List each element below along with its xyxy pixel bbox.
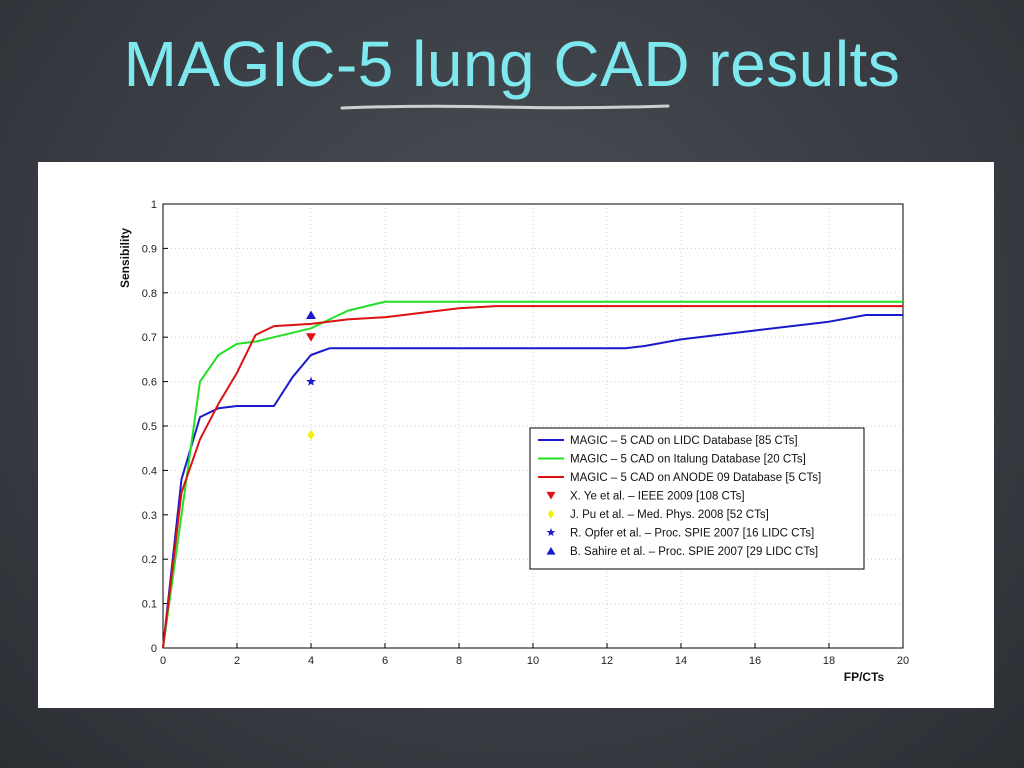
legend-entry-5: R. Opfer et al. – Proc. SPIE 2007 [16 LI… (570, 528, 814, 540)
series-line-0 (162, 314, 903, 649)
data-point-5 (306, 376, 316, 386)
x-tick-label: 0 (160, 655, 166, 667)
x-tick-label: 4 (308, 655, 314, 667)
legend-swatch-6 (546, 546, 556, 555)
x-tick-label: 20 (897, 655, 909, 667)
legend-entry-6: B. Sahire et al. – Proc. SPIE 2007 [29 L… (570, 546, 818, 558)
y-tick-label: 1 (151, 199, 157, 211)
legend-swatch-3 (546, 491, 556, 500)
x-tick-label: 12 (601, 655, 613, 667)
x-tick-label: 18 (823, 655, 835, 667)
data-point-6 (306, 310, 316, 319)
legend-entry-1: MAGIC – 5 CAD on Italung Database [20 CT… (570, 454, 806, 466)
data-point-3 (306, 333, 316, 342)
title-underline (340, 104, 670, 110)
legend-swatch-4 (547, 509, 555, 519)
legend-entry-2: MAGIC – 5 CAD on ANODE 09 Database [5 CT… (570, 472, 821, 484)
x-axis-label: FP/CTs (844, 670, 885, 684)
x-tick-label: 14 (675, 655, 687, 667)
legend-entry-3: X. Ye et al. – IEEE 2009 [108 CTs] (570, 491, 745, 503)
chart: 0 2 4 6 8 10 12 14 16 18 20 0 0.1 0.2 0.3 0.4 0.5 0.6 0.7 0… (118, 199, 909, 684)
y-tick-label: 0.7 (142, 332, 157, 344)
y-tick-label: 0.9 (142, 243, 157, 255)
legend-entry-0: MAGIC – 5 CAD on LIDC Database [85 CTs] (570, 435, 798, 447)
y-tick-label: 0.8 (142, 288, 157, 300)
x-tick-label: 2 (234, 655, 240, 667)
x-tick-label: 10 (527, 655, 539, 667)
y-tick-label: 0.5 (142, 421, 157, 433)
y-tick-label: 0.3 (142, 510, 157, 522)
slide-title: MAGIC-5 lung CAD results (123, 28, 901, 100)
y-axis-label: Sensibility (118, 228, 132, 288)
y-tick-label: 0.4 (142, 465, 157, 477)
x-tick-label: 8 (456, 655, 462, 667)
series-line-1 (162, 300, 903, 649)
y-tick-label: 0.2 (142, 554, 157, 566)
y-tick-label: 0.6 (142, 377, 157, 389)
legend-swatch-5 (546, 528, 556, 537)
chart-panel: 0 2 4 6 8 10 12 14 16 18 20 0 0.1 0.2 0.3 0.4 0.5 0.6 0.7 0… (38, 162, 994, 708)
legend-entry-4: J. Pu et al. – Med. Phys. 2008 [52 CTs] (570, 509, 769, 521)
legend-box (529, 427, 865, 570)
series-line-2 (162, 305, 903, 649)
data-point-4 (307, 429, 315, 440)
y-tick-label: 0 (151, 643, 157, 655)
x-tick-label: 16 (749, 655, 761, 667)
x-tick-label: 6 (382, 655, 388, 667)
y-tick-label: 0.1 (142, 599, 157, 611)
